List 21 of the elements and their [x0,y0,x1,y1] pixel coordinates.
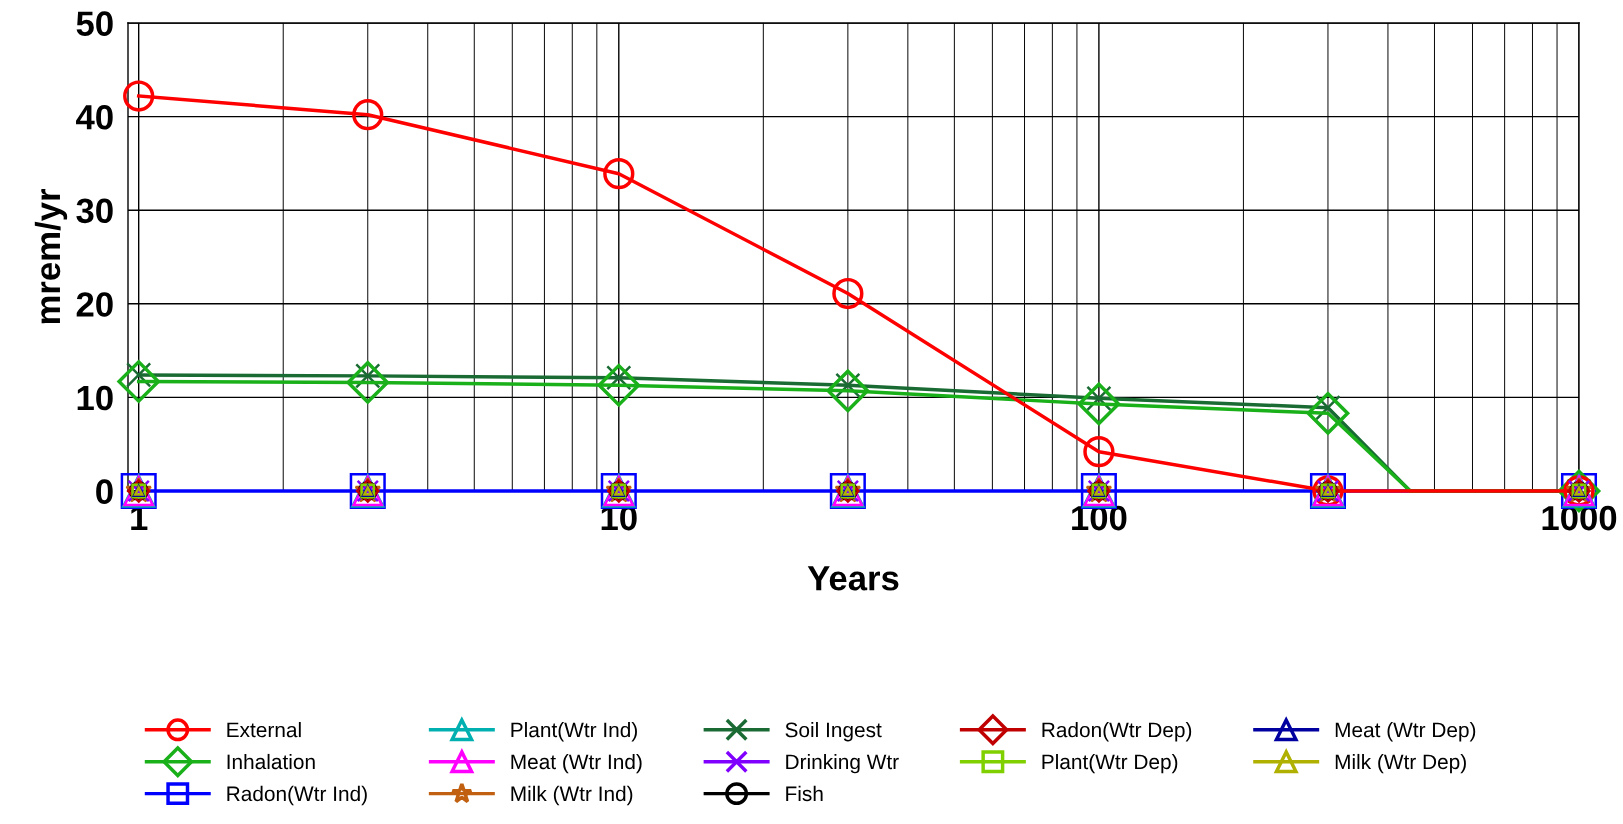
y-tick-label: 50 [76,11,113,36]
legend-label: Fish [786,785,823,802]
legend-label: Soil Ingest [785,721,882,742]
legend-label: Plant(Wtr Dep) [1042,753,1178,774]
legend-label: Radon(Wtr Ind) [227,785,367,806]
y-tick-label: 30 [76,198,113,224]
y-tick-label: 40 [76,104,113,130]
legend-label: Meat (Wtr Dep) [1335,721,1476,742]
legend-label: Milk (Wtr Ind) [511,785,633,806]
legend-label: Plant(Wtr Ind) [511,721,637,742]
legend-label: Milk (Wtr Dep) [1335,753,1466,774]
legend-label: Meat (Wtr Ind) [511,753,642,774]
legend-label: Drinking Wtr [786,753,899,774]
y-tick-label: 10 [77,385,113,411]
legend-label: External [227,721,301,738]
x-axis-title: Years [807,566,899,591]
y-tick-label: 20 [76,292,113,317]
legend-label: Radon(Wtr Dep) [1042,721,1192,742]
y-axis-title: mrem/yr [34,189,68,324]
legend-label: Inhalation [227,753,315,770]
y-tick-label: 0 [96,479,113,504]
